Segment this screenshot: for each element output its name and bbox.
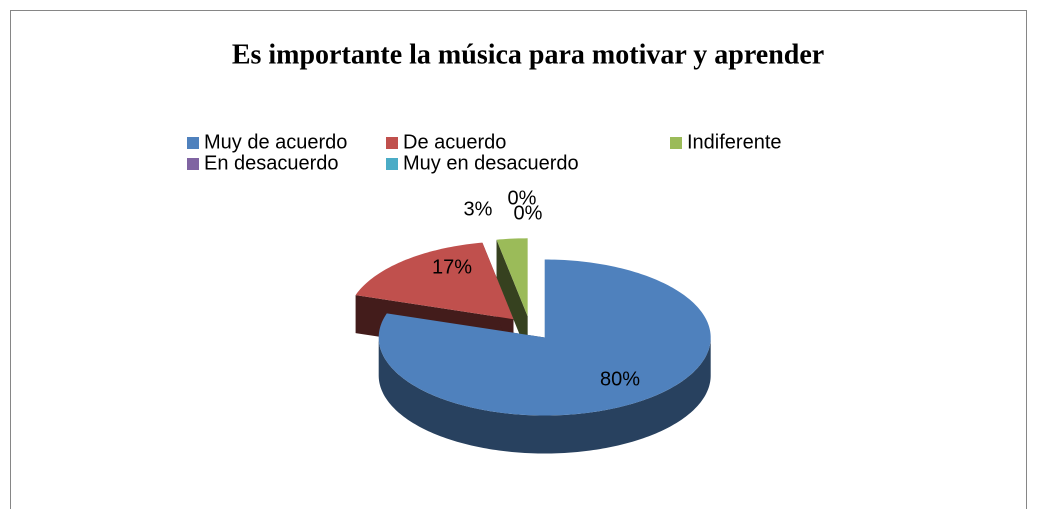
legend-label: En desacuerdo bbox=[204, 152, 339, 174]
data-label: 17% bbox=[432, 256, 472, 278]
data-label: 0% bbox=[514, 202, 543, 224]
slice bbox=[496, 238, 528, 317]
data-label: 0% bbox=[508, 187, 537, 209]
legend-label: Muy de acuerdo bbox=[204, 131, 347, 153]
slice-wall bbox=[496, 239, 528, 355]
slice bbox=[355, 242, 514, 320]
slice-side bbox=[378, 337, 711, 454]
chart-title: Es importante la música para motivar y a… bbox=[232, 39, 824, 70]
legend-swatch bbox=[386, 137, 398, 149]
legend-label: Indiferente bbox=[687, 131, 782, 153]
slice bbox=[378, 259, 711, 416]
legend-swatch bbox=[187, 158, 199, 170]
legend-label: De acuerdo bbox=[403, 131, 506, 153]
legend-swatch bbox=[187, 137, 199, 149]
data-label: 80% bbox=[600, 368, 640, 390]
legend-swatch bbox=[670, 137, 682, 149]
legend-label: Muy en desacuerdo bbox=[403, 152, 579, 174]
data-label: 3% bbox=[464, 198, 493, 220]
legend-swatch bbox=[386, 158, 398, 170]
